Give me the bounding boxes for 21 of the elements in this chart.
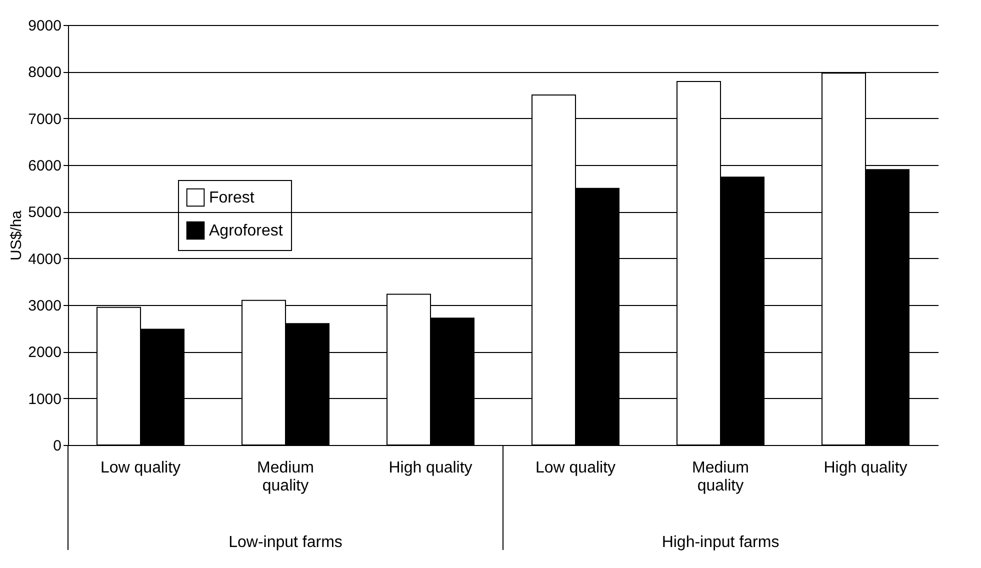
y-tick-label: 9000 bbox=[28, 18, 62, 34]
x-tick-label: High quality bbox=[388, 460, 472, 476]
x-tick-label: Low quality bbox=[535, 460, 616, 476]
y-tick-label: 6000 bbox=[28, 158, 62, 174]
x-tick-label: Medium quality bbox=[257, 460, 314, 494]
y-tick-label: 0 bbox=[53, 438, 62, 454]
legend-label: Forest bbox=[209, 190, 255, 206]
y-tick-label: 4000 bbox=[28, 250, 62, 268]
y-tick-label: 8000 bbox=[28, 64, 62, 82]
y-tick-label: 7000 bbox=[28, 110, 62, 128]
y-tick-label: 2000 bbox=[28, 344, 62, 362]
legend-label: Agroforest bbox=[209, 222, 284, 240]
y-tick-label: 3000 bbox=[28, 298, 62, 314]
x-tick-label: Low quality bbox=[100, 460, 181, 476]
text: Low-input farms bbox=[228, 534, 342, 551]
x-tick-label: High quality bbox=[824, 460, 908, 476]
y-tick-label: 5000 bbox=[28, 204, 62, 222]
y-tick-label: 1000 bbox=[28, 390, 62, 408]
text: High-input farms bbox=[662, 534, 780, 551]
x-tick-label: Medium quality bbox=[692, 460, 749, 494]
y-axis-title: US$/ha bbox=[8, 210, 26, 261]
